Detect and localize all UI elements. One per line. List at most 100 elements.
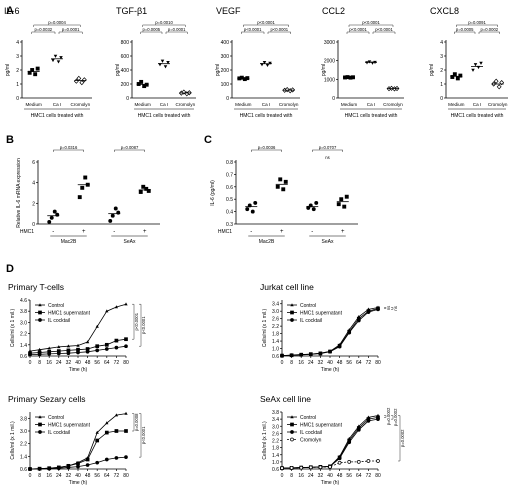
series-point — [356, 460, 361, 464]
data-point — [278, 177, 283, 182]
significance-bracket — [384, 415, 387, 418]
data-point — [471, 68, 475, 72]
data-point — [113, 206, 118, 211]
x-tick-label: 32 — [66, 360, 72, 366]
data-point — [141, 184, 146, 189]
x-tick-label: 64 — [104, 473, 110, 479]
series-point — [47, 466, 52, 471]
group-label: HMC1 cells treated with — [451, 113, 504, 119]
row-label: HMC1 — [218, 229, 232, 235]
x-tick-label: 40 — [75, 360, 81, 366]
significance-bracket — [31, 31, 56, 34]
x-tick-label: 0 — [281, 473, 284, 479]
data-point — [47, 219, 52, 224]
x-tick-label: 32 — [66, 473, 72, 479]
y-tick-label: 3.8 — [272, 410, 279, 416]
series-line — [281, 460, 378, 469]
y-tick-label: 2.2 — [272, 439, 279, 445]
x-tick-label: 32 — [318, 360, 324, 366]
category-label: Medium — [341, 102, 358, 107]
y-tick-label: 0 — [16, 96, 19, 102]
ns-label: ns — [325, 155, 329, 160]
legend-label: Control — [48, 415, 64, 421]
data-point — [110, 213, 115, 218]
x-tick-label: 80 — [375, 473, 381, 479]
p-value-label: p=0.0008 — [134, 413, 139, 431]
series-point — [95, 460, 100, 465]
legend-label: IL cocktail — [48, 318, 70, 324]
y-tick-label: 0 — [32, 222, 35, 228]
chart-title: CXCL8 — [430, 6, 459, 16]
data-point — [458, 73, 463, 78]
series-point — [124, 411, 128, 415]
p-value-label: p<0.0001 — [271, 27, 289, 32]
x-tick-label: 64 — [356, 360, 362, 366]
p-value-label: p=0.0001 — [168, 27, 186, 32]
dot-plot: IL-6 0 1 2 3 4 pg/ml p=0.0004 p=0.0032 p=0.0001 Me… — [4, 6, 92, 119]
significance-bracket — [372, 31, 396, 34]
group-label: SeAx — [322, 239, 334, 245]
series-point — [76, 350, 80, 355]
x-tick-label: 8 — [38, 360, 41, 366]
data-point — [53, 54, 58, 58]
x-tick-label: 24 — [56, 360, 62, 366]
data-point — [35, 66, 40, 71]
significance-bracket — [454, 31, 476, 34]
series-point — [56, 351, 61, 356]
panel-letter-c: C — [204, 134, 212, 146]
p-value-label: p=0.0002 — [400, 429, 405, 447]
series-point — [366, 459, 371, 463]
series-point — [299, 465, 304, 470]
group-label: SeAx — [124, 239, 136, 245]
y-tick-label: 0 — [226, 96, 229, 102]
legend-label: Control — [300, 303, 316, 309]
p-value-label: p=0.0001 — [62, 27, 80, 32]
group-label: Mac2B — [259, 239, 275, 245]
x-tick-label: 56 — [94, 473, 100, 479]
y-tick-label: 3.4 — [272, 302, 279, 308]
y-tick-label: 2.6 — [272, 431, 279, 437]
data-point — [144, 186, 149, 191]
series-point — [289, 466, 294, 470]
significance-bracket — [140, 31, 163, 34]
p-value-label: p<0.0001 — [141, 316, 146, 334]
x-tick-label: 40 — [327, 473, 333, 479]
significance-bracket — [241, 31, 265, 34]
y-tick-label: 0.6 — [20, 354, 27, 360]
series-point — [376, 459, 380, 463]
data-point — [367, 60, 372, 64]
y-tick-label: 1.4 — [20, 343, 27, 349]
series-point — [337, 456, 342, 461]
dot-plot: 0 2 4 6 Relative IL-6 mRNA expression p=0.031… — [16, 145, 160, 245]
significance-bracket — [139, 413, 142, 458]
data-point — [160, 59, 165, 63]
dot-plot: VEGF 0 100 200 300 400 pg/ml p<0.0001 p<0.0001 p<… — [215, 6, 300, 119]
y-tick-label: 0 — [126, 96, 129, 102]
y-tick-label: 4 — [32, 181, 35, 187]
series-point — [114, 456, 119, 460]
x-tick-label: 48 — [85, 360, 91, 366]
series-point — [66, 465, 71, 470]
chart-title: SeAx cell line — [260, 394, 311, 404]
y-tick-label: 4.6 — [20, 298, 27, 304]
chart-title: TGF-β1 — [116, 6, 147, 16]
p-value-label: ns — [386, 306, 391, 310]
series-point — [337, 460, 342, 465]
data-point — [455, 76, 460, 81]
data-point — [181, 89, 187, 95]
series-point — [28, 467, 32, 471]
series-point — [280, 353, 284, 358]
p-value-label: p=0.0087 — [121, 145, 139, 150]
p-value-label: p=0.0010 — [155, 20, 173, 25]
series-point — [85, 457, 90, 462]
data-point — [33, 72, 38, 77]
data-point — [265, 63, 270, 68]
y-tick-label: 400 — [121, 68, 130, 74]
legend-label: IL cocktail — [48, 430, 70, 436]
category-label: Cromolyn — [383, 102, 403, 107]
series-point — [308, 465, 313, 470]
chart-title: Jurkat cell line — [260, 282, 314, 292]
legend-marker — [290, 303, 294, 307]
series-point — [114, 429, 119, 433]
y-tick-label: 3.0 — [20, 429, 27, 435]
